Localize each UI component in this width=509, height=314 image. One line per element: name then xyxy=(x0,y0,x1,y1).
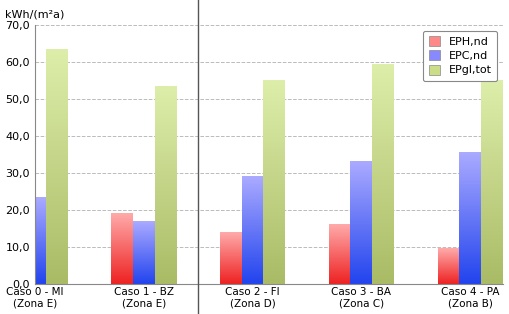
Legend: EPH,nd, EPC,nd, EPgl,tot: EPH,nd, EPC,nd, EPgl,tot xyxy=(422,31,496,81)
Text: kWh/(m²a): kWh/(m²a) xyxy=(5,9,64,19)
